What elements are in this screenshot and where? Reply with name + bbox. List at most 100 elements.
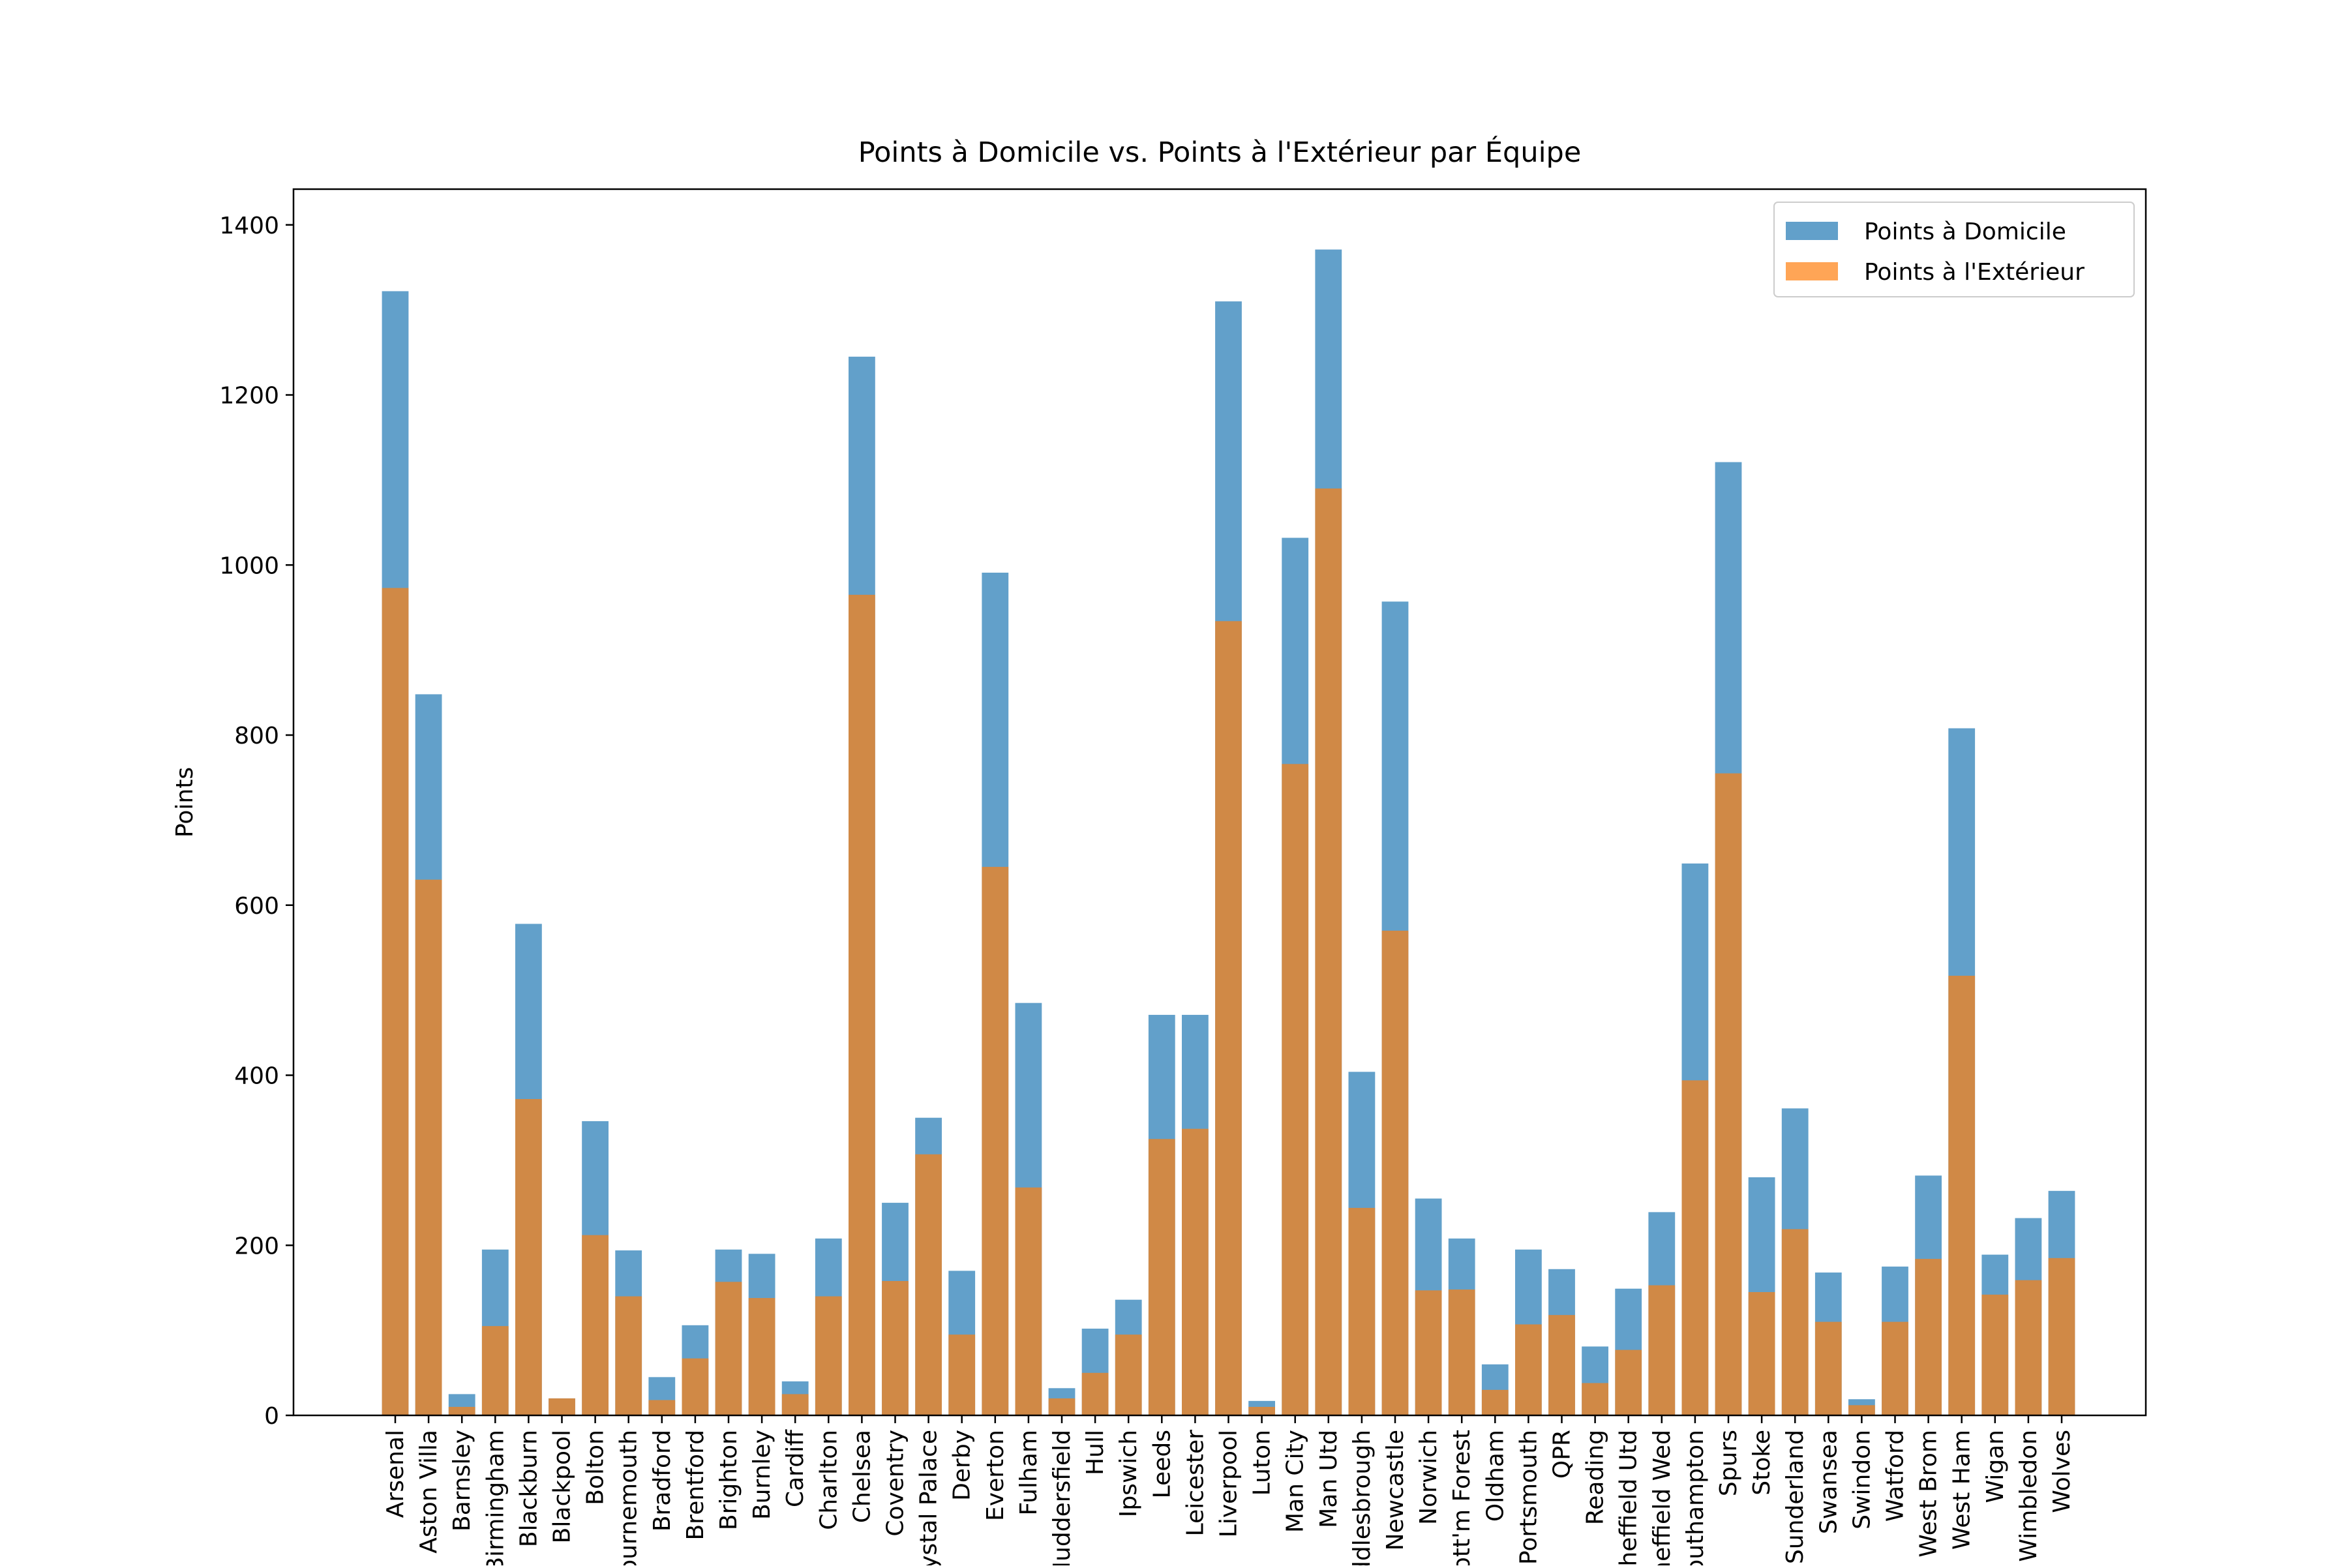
y-tick-label: 400 xyxy=(234,1063,279,1090)
x-tick-label: Bradford xyxy=(649,1430,676,1531)
x-tick-label: Luton xyxy=(1249,1430,1276,1496)
bar-away-2 xyxy=(448,1406,475,1415)
x-tick-label: Coventry xyxy=(882,1430,909,1537)
bar-away-22 xyxy=(1115,1334,1142,1415)
bar-away-1 xyxy=(415,879,442,1415)
x-tick-label: West Ham xyxy=(1949,1430,1976,1550)
x-tick-label: Wigan xyxy=(1982,1430,2009,1503)
bar-away-32 xyxy=(1448,1289,1475,1415)
x-tick-label: Oldham xyxy=(1482,1430,1509,1522)
bar-away-19 xyxy=(1015,1187,1042,1415)
bar-away-20 xyxy=(1048,1398,1076,1415)
legend-swatch-0 xyxy=(1786,222,1838,240)
bar-away-8 xyxy=(648,1400,676,1415)
y-tick-label: 1400 xyxy=(219,213,279,239)
bar-away-47 xyxy=(1948,975,1976,1415)
axes-layer: 0 200 400 600 800 1000 1200 1400 Arsenal Aston Vi… xyxy=(219,188,2147,1568)
x-tick-label: Burnley xyxy=(749,1430,775,1520)
bar-away-42 xyxy=(1781,1229,1809,1415)
y-tick-label: 600 xyxy=(234,893,279,920)
x-tick-label: Brentford xyxy=(682,1430,709,1541)
bar-away-35 xyxy=(1548,1315,1575,1415)
bar-away-4 xyxy=(515,1099,542,1415)
x-tick-label: Norwich xyxy=(1415,1430,1442,1525)
bar-away-24 xyxy=(1182,1128,1209,1415)
bar-away-6 xyxy=(582,1235,609,1415)
bar-away-26 xyxy=(1248,1406,1275,1415)
bar-away-43 xyxy=(1814,1321,1842,1415)
x-tick-label: Sheffield Wed xyxy=(1649,1430,1676,1565)
bar-away-15 xyxy=(882,1281,909,1415)
x-tick-label: Arsenal xyxy=(382,1430,409,1518)
x-tick-label: Watford xyxy=(1882,1430,1909,1522)
legend-swatch-1 xyxy=(1786,262,1838,280)
bar-away-0 xyxy=(382,588,409,1416)
bar-away-14 xyxy=(849,594,875,1415)
x-tick-label: Swindon xyxy=(1848,1430,1875,1530)
y-tick-label: 800 xyxy=(234,723,279,749)
x-tick-label: QPR xyxy=(1549,1430,1576,1479)
y-tick-label: 1000 xyxy=(219,552,279,579)
bar-away-45 xyxy=(1882,1321,1908,1415)
legend-box xyxy=(1773,202,2135,297)
x-tick-label: Liverpool xyxy=(1216,1430,1242,1537)
x-tick-label: Aston Villa xyxy=(415,1430,442,1554)
x-tick-label: Man City xyxy=(1282,1430,1309,1533)
x-tick-label: Spurs xyxy=(1715,1430,1742,1496)
y-axis-label: Points xyxy=(172,767,198,837)
bar-away-18 xyxy=(982,867,1009,1415)
bar-away-29 xyxy=(1348,1207,1376,1415)
bar-away-44 xyxy=(1848,1405,1875,1415)
bar-away-25 xyxy=(1215,621,1242,1415)
bar-away-13 xyxy=(815,1296,842,1415)
x-tick-label: Charlton xyxy=(815,1430,842,1530)
x-tick-label: Wolves xyxy=(2049,1430,2075,1513)
bar-away-40 xyxy=(1715,773,1742,1415)
bar-away-38 xyxy=(1648,1285,1676,1415)
x-tick-label: Huddersfield xyxy=(1049,1430,1076,1565)
x-tick-label: Blackpool xyxy=(549,1430,576,1543)
y-tick-label: 200 xyxy=(234,1233,279,1259)
x-tick-label: Brighton xyxy=(715,1430,742,1530)
x-tick-label: Middlesbrough xyxy=(1349,1430,1376,1565)
chart-title: Points à Domicile vs. Points à l'Extérie… xyxy=(858,136,1582,169)
bar-away-9 xyxy=(682,1358,709,1415)
x-tick-label: West Brom xyxy=(1916,1430,1942,1558)
x-tick-label: Fulham xyxy=(1016,1430,1042,1516)
bar-away-37 xyxy=(1615,1349,1642,1415)
bar-away-50 xyxy=(2048,1258,2075,1415)
x-tick-label: Nott'm Forest xyxy=(1449,1430,1475,1565)
x-tick-label: Cardiff xyxy=(782,1429,809,1507)
y-tick-label: 0 xyxy=(264,1403,279,1430)
x-tick-label: Crystal Palace xyxy=(916,1430,942,1565)
x-tick-label: Swansea xyxy=(1815,1430,1842,1534)
legend-label-0: Points à Domicile xyxy=(1864,219,2066,245)
bar-away-34 xyxy=(1515,1324,1542,1415)
x-tick-label: Sheffield Utd xyxy=(1616,1430,1642,1565)
bar-away-5 xyxy=(549,1398,575,1415)
x-tick-label: Leeds xyxy=(1149,1430,1175,1498)
x-tick-label: Sunderland xyxy=(1782,1430,1809,1564)
x-tick-label: Everton xyxy=(982,1430,1009,1521)
x-tick-label: Bournemouth xyxy=(616,1430,642,1565)
y-tick-label: 1200 xyxy=(219,383,279,410)
bar-away-28 xyxy=(1315,488,1342,1416)
x-tick-label: Southampton xyxy=(1682,1430,1709,1565)
bar-away-39 xyxy=(1681,1080,1709,1415)
legend-label-1: Points à l'Extérieur xyxy=(1864,259,2085,286)
x-tick-label: Chelsea xyxy=(849,1430,875,1523)
x-tick-label: Reading xyxy=(1582,1430,1609,1525)
bars-layer xyxy=(382,249,2075,1416)
x-tick-label: Barnsley xyxy=(449,1430,475,1531)
bar-away-41 xyxy=(1748,1291,1775,1415)
x-tick-label: Blackburn xyxy=(515,1430,542,1547)
x-tick-label: Portsmouth xyxy=(1515,1430,1542,1565)
bar-away-30 xyxy=(1381,930,1409,1415)
x-tick-label: Ipswich xyxy=(1115,1430,1142,1517)
bar-away-17 xyxy=(948,1334,976,1415)
x-tick-label: Bolton xyxy=(582,1430,609,1505)
bar-away-3 xyxy=(481,1326,509,1415)
bar-away-48 xyxy=(1981,1294,2009,1415)
bar-away-27 xyxy=(1282,764,1309,1415)
